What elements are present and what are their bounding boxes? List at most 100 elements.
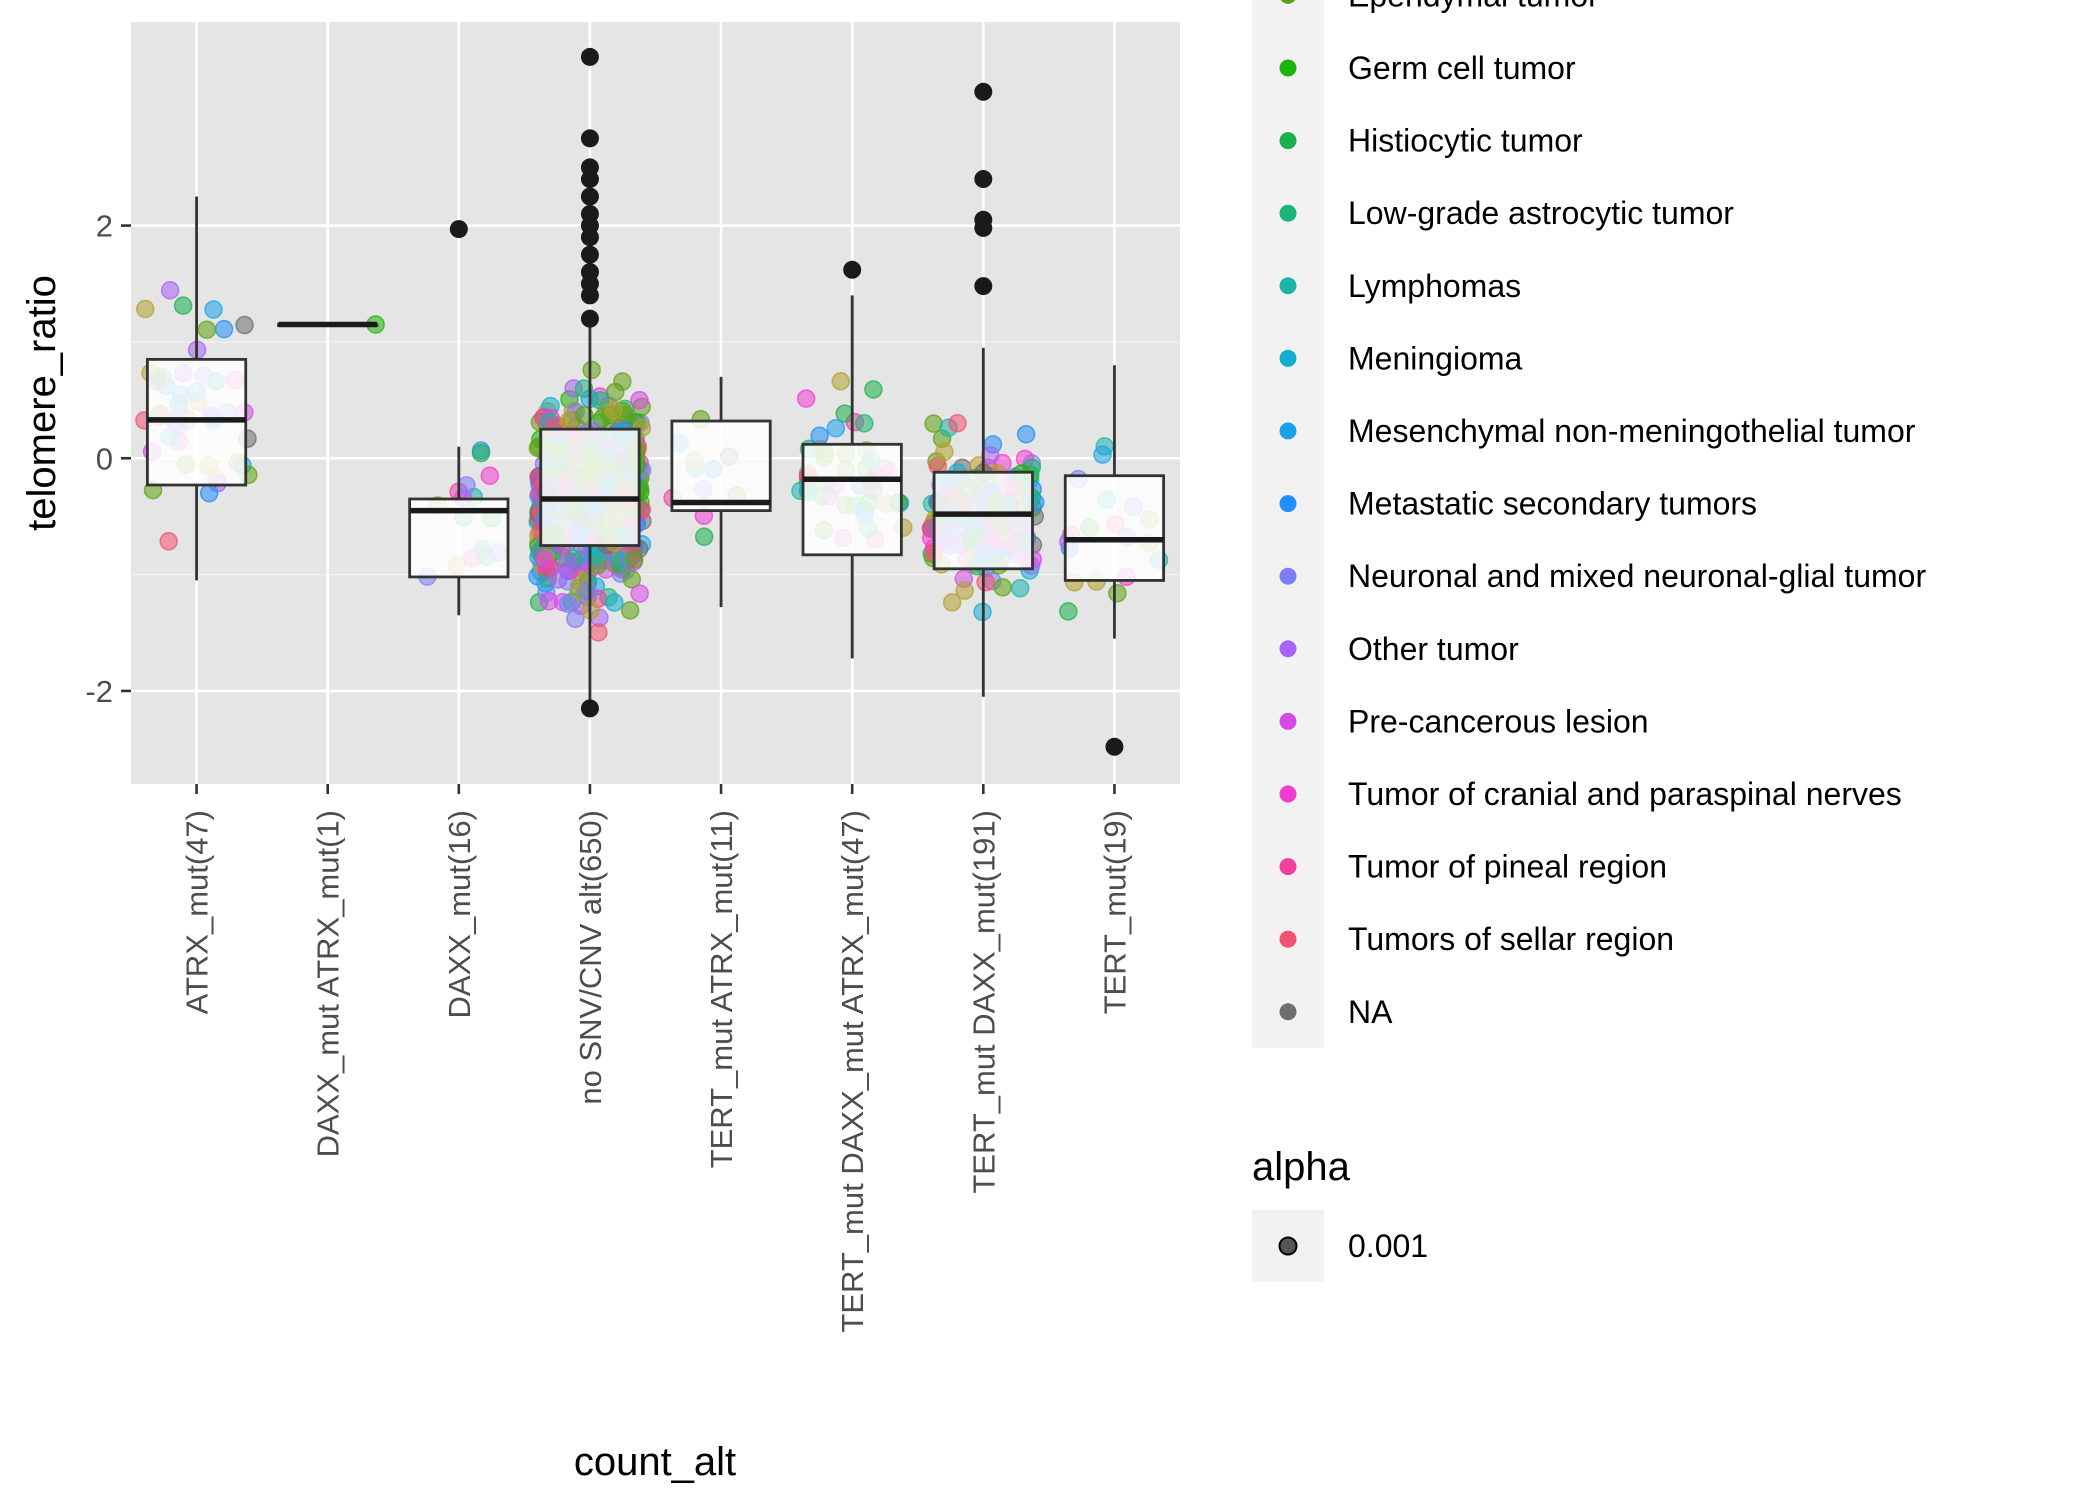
legend-key bbox=[1279, 132, 1297, 150]
plot-panel bbox=[131, 22, 1180, 784]
x-axis-title: count_alt bbox=[574, 1440, 736, 1484]
data-point bbox=[948, 413, 967, 433]
legend-label: Neuronal and mixed neuronal-glial tumor bbox=[1348, 558, 1926, 594]
box-outlier bbox=[580, 129, 599, 148]
box-body bbox=[932, 470, 1034, 571]
y-axis: -2 0 2 bbox=[85, 209, 131, 709]
data-point bbox=[1010, 578, 1030, 598]
box-outlier bbox=[580, 228, 599, 247]
data-point bbox=[173, 296, 193, 315]
data-point bbox=[578, 581, 598, 601]
x-tick-label: TERT_mut ATRX_mut(11) bbox=[704, 810, 739, 1168]
legend-label: 0.001 bbox=[1348, 1228, 1428, 1264]
legend-label: Pre-cancerous lesion bbox=[1348, 703, 1649, 739]
boxes bbox=[145, 47, 1166, 756]
data-point bbox=[548, 570, 568, 589]
data-point bbox=[539, 592, 559, 611]
legend-key bbox=[1279, 277, 1297, 295]
data-point bbox=[471, 443, 491, 463]
box-outlier bbox=[974, 218, 993, 237]
box-0 bbox=[145, 196, 248, 581]
data-point bbox=[135, 299, 155, 319]
data-point bbox=[558, 553, 577, 572]
data-point bbox=[955, 581, 974, 600]
data-point bbox=[976, 572, 995, 592]
legend-key bbox=[1279, 930, 1297, 948]
data-point bbox=[831, 371, 850, 391]
box-7 bbox=[1063, 365, 1166, 756]
data-point bbox=[159, 532, 178, 551]
legend-key-background bbox=[1252, 0, 1324, 1049]
data-point bbox=[574, 379, 594, 398]
data-point bbox=[199, 483, 219, 503]
legend-label: Tumors of sellar region bbox=[1348, 921, 1674, 957]
legend-label: Ependymal tumor bbox=[1348, 0, 1599, 13]
box-outlier bbox=[580, 47, 599, 66]
data-point bbox=[605, 593, 624, 612]
data-point bbox=[630, 584, 649, 603]
legend-key bbox=[1279, 785, 1297, 803]
legend-label: Tumor of pineal region bbox=[1348, 849, 1667, 885]
data-point bbox=[613, 372, 632, 391]
x-tick-label: DAXX_mut(16) bbox=[442, 810, 477, 1018]
data-point bbox=[1093, 445, 1112, 464]
data-point bbox=[1108, 583, 1127, 603]
data-point bbox=[535, 549, 554, 569]
box-body bbox=[539, 427, 641, 547]
data-point bbox=[590, 391, 610, 410]
data-point bbox=[993, 578, 1012, 597]
box-outlier bbox=[974, 82, 993, 101]
y-tick-label: 0 bbox=[96, 441, 113, 476]
box-outlier bbox=[580, 187, 599, 206]
data-point bbox=[457, 476, 476, 495]
x-tick-label: no SNV/CNV alt(650) bbox=[573, 810, 608, 1105]
data-point bbox=[630, 390, 649, 410]
legend-label: Low-grade astrocytic tumor bbox=[1348, 195, 1734, 231]
box-outlier bbox=[580, 170, 599, 189]
data-point bbox=[604, 400, 623, 420]
box-3 bbox=[539, 47, 641, 718]
data-point bbox=[480, 466, 500, 485]
data-point bbox=[582, 360, 601, 380]
data-point bbox=[558, 594, 578, 613]
box-4 bbox=[670, 376, 772, 608]
data-point bbox=[694, 527, 714, 547]
legend-label: Tumor of cranial and paraspinal nerves bbox=[1348, 776, 1902, 812]
data-point bbox=[935, 442, 954, 462]
data-point bbox=[826, 418, 846, 438]
x-tick-label: TERT_mut DAXX_mut ATRX_mut(47) bbox=[835, 810, 870, 1333]
legend-label: Lymphomas bbox=[1348, 268, 1521, 304]
legend-label: Mesenchymal non-meningothelial tumor bbox=[1348, 413, 1916, 449]
data-point bbox=[622, 570, 642, 589]
data-point bbox=[810, 426, 829, 445]
box-1 bbox=[277, 321, 379, 328]
box-outlier bbox=[1105, 737, 1124, 756]
legend: Ependymal tumor Germ cell tumor Histiocyti… bbox=[1252, 0, 1926, 1282]
data-point bbox=[855, 414, 874, 433]
box-outlier bbox=[974, 170, 993, 189]
legend-label: Metastatic secondary tumors bbox=[1348, 486, 1757, 522]
box-body bbox=[801, 442, 903, 557]
legend-key bbox=[1279, 858, 1297, 876]
x-tick-label: ATRX_mut(47) bbox=[180, 810, 215, 1014]
legend-key bbox=[1279, 567, 1297, 585]
data-point bbox=[197, 320, 217, 339]
legend-label: Germ cell tumor bbox=[1348, 50, 1576, 86]
legend-key bbox=[1279, 422, 1297, 440]
x-axis: ATRX_mut(47) DAXX_mut ATRX_mut(1) DAXX_mut… bbox=[180, 784, 1132, 1333]
data-point bbox=[574, 405, 594, 425]
x-tick-label: TERT_mut DAXX_mut(191) bbox=[966, 810, 1001, 1194]
box-5 bbox=[801, 260, 903, 659]
data-point bbox=[620, 601, 640, 620]
box-outlier bbox=[974, 277, 993, 296]
box-outlier bbox=[580, 245, 599, 264]
legend-key bbox=[1279, 349, 1297, 367]
box-outlier bbox=[580, 699, 599, 718]
legend-key bbox=[1280, 0, 1296, 4]
data-point bbox=[624, 550, 644, 569]
data-point bbox=[1016, 424, 1036, 444]
data-point bbox=[160, 280, 180, 300]
x-tick-label: TERT_mut(19) bbox=[1097, 810, 1132, 1014]
data-point bbox=[981, 446, 1000, 465]
